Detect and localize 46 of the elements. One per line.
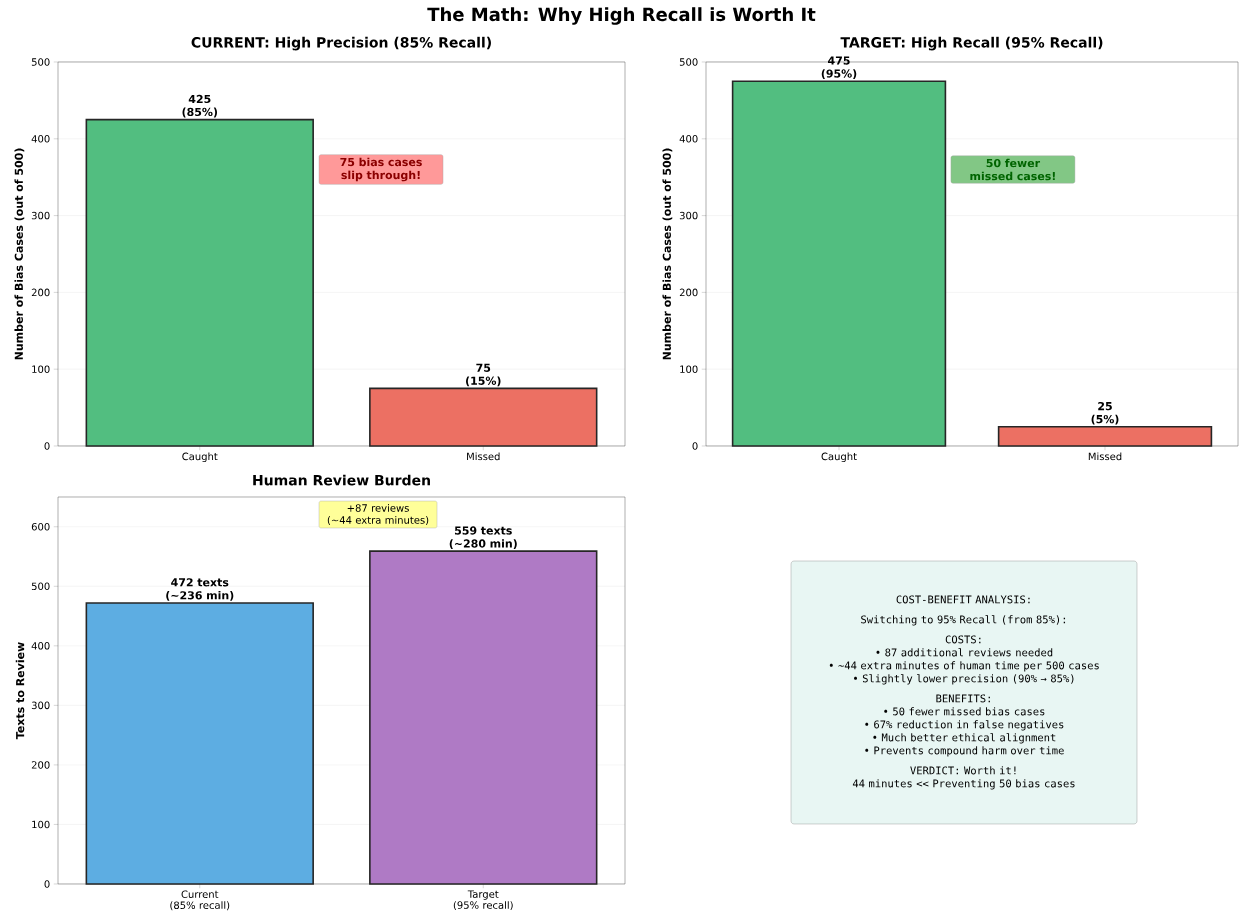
y-tick-label: 200 — [31, 288, 50, 297]
y-tick-label: 300 — [31, 701, 50, 710]
y-tick-label: 300 — [31, 211, 50, 220]
y-axis-title: Number of Bias Cases (out of 500) — [14, 148, 25, 360]
x-tick-label: Target (95% recall) — [453, 890, 513, 911]
y-tick-label: 0 — [692, 442, 698, 450]
text: COST-BENEFIT ANALYSIS: — [896, 595, 1030, 604]
data-label: 425 (85%) — [182, 94, 217, 118]
data-label: 559 texts (~280 min) — [449, 526, 517, 549]
x-tick-label: Caught — [821, 452, 857, 463]
y-tick-label: 500 — [31, 58, 50, 66]
x-tick-label: Current (85% recall) — [170, 890, 230, 911]
text: The Math: Why High Recall is Worth It — [427, 7, 816, 25]
data-label: 472 texts (~236 min) — [166, 578, 234, 601]
annotation: +87 reviews (~44 extra minutes) — [327, 504, 429, 525]
y-axis-title: Number of Bias Cases (out of 500) — [662, 148, 673, 360]
text: VERDICT: Worth it! 44 minutes << Preventing 50 bias cases — [852, 766, 1075, 790]
y-tick-label: 600 — [31, 522, 50, 531]
data-label: 25 (5%) — [1091, 401, 1119, 425]
y-tick-label: 500 — [679, 58, 698, 66]
y-tick-label: 300 — [679, 211, 698, 220]
y-tick-label: 0 — [44, 442, 50, 450]
y-tick-label: 200 — [31, 761, 50, 769]
y-tick-label: 0 — [44, 880, 50, 888]
y-tick-label: 100 — [32, 820, 50, 829]
annotation: 75 bias cases slip through! — [340, 157, 422, 182]
chart-title: Human Review Burden — [253, 474, 430, 486]
data-label: 475 (95%) — [821, 56, 857, 79]
text: COSTS: • 87 additional reviews needed • ~44 extra minutes of human time per 500 cases • Slightly lower precision (90% → 85%) — [829, 635, 1099, 685]
chart-title: TARGET: High Recall (95% Recall) — [840, 36, 1103, 51]
y-tick-label: 100 — [680, 365, 698, 373]
text: Switching to 95% Recall (from 85%): — [861, 615, 1066, 626]
y-tick-label: 400 — [31, 642, 50, 650]
y-tick-label: 400 — [31, 135, 50, 143]
data-label: 75 (15%) — [466, 363, 501, 387]
annotation: 50 fewer missed cases! — [970, 158, 1055, 181]
x-tick-label: Caught — [182, 452, 218, 463]
y-tick-label: 100 — [32, 365, 50, 373]
text: BENEFITS: • 50 fewer missed bias cases • 67% reduction in false negatives • Much better ethical alignment • Prevents compound harm over time — [865, 694, 1064, 757]
x-tick-label: Missed — [467, 452, 500, 461]
y-axis-title: Texts to Review — [15, 642, 25, 740]
y-tick-label: 400 — [679, 135, 698, 143]
x-tick-label: Missed — [1088, 452, 1122, 461]
y-tick-label: 200 — [679, 288, 698, 297]
y-tick-label: 500 — [31, 582, 50, 591]
chart-title: CURRENT: High Precision (85% Recall) — [191, 36, 491, 51]
